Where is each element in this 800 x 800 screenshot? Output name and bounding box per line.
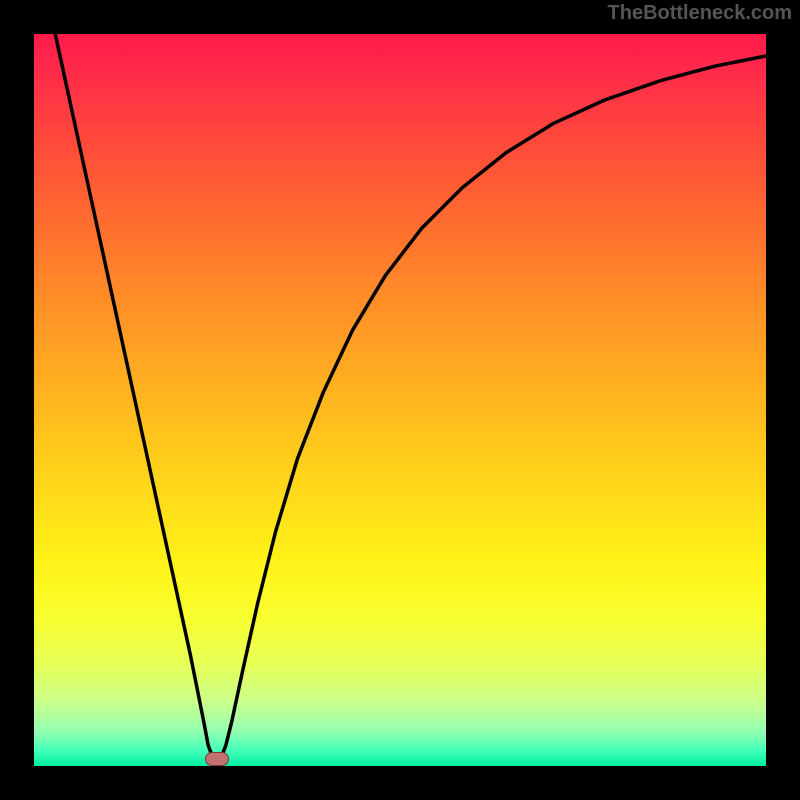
chart-container: TheBottleneck.com <box>0 0 800 800</box>
curve-path <box>55 34 766 759</box>
plot-area <box>34 34 766 766</box>
attribution-text: TheBottleneck.com <box>608 2 792 25</box>
optimal-marker <box>205 752 229 766</box>
bottleneck-curve <box>34 34 766 766</box>
